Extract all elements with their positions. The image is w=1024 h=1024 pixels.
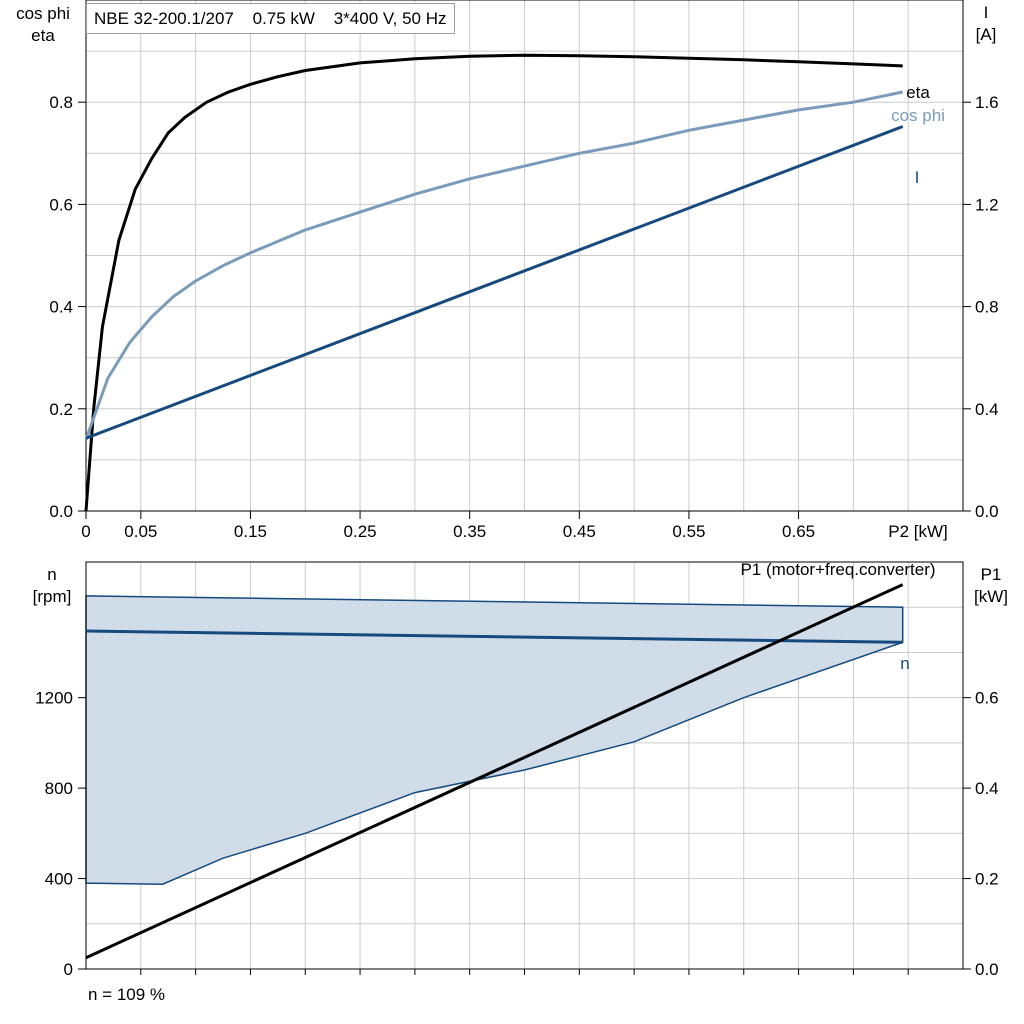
y2-tick-label: 1.2 — [975, 195, 999, 214]
upper-left-axis-label-1: cos phi — [16, 4, 70, 23]
y2-tick-label: 0.4 — [975, 779, 999, 798]
x-tick-label: 0.15 — [234, 522, 267, 541]
speed-percentage-note: n = 109 % — [88, 985, 166, 1004]
x-axis-label: P2 [kW] — [888, 522, 948, 541]
cos-phi-curve — [84, 90, 904, 441]
y-tick-label: 1200 — [35, 689, 73, 708]
speed-curve — [85, 629, 903, 644]
upper-left-axis-label-2: eta — [31, 26, 55, 45]
upper-grid — [86, 0, 963, 511]
y2-tick-label: 0.0 — [975, 960, 999, 979]
lower-right-axis-label-1: P1 — [981, 565, 1002, 584]
chart-title-box: NBE 32-200.1/207 0.75 kW 3*400 V, 50 Hz — [86, 3, 455, 34]
y-tick-label: 0 — [64, 960, 73, 979]
x-tick-label: 0 — [81, 522, 90, 541]
y-tick-label: 800 — [45, 779, 73, 798]
x-tick-label: 0.35 — [453, 522, 486, 541]
eta-series-label: eta — [906, 83, 930, 102]
y-tick-label: 0.0 — [49, 502, 73, 521]
upper-series — [84, 53, 904, 512]
p1-series-label: P1 (motor+freq.converter) — [740, 560, 935, 579]
upper-ticks: 0.0 0.2 0.4 0.6 0.8 0.0 0.4 0.8 1.2 1.6 0 0.05 0.15 0… — [49, 93, 998, 541]
current-curve — [85, 125, 904, 440]
lower-series — [85, 583, 904, 960]
y2-tick-label: 1.6 — [975, 93, 999, 112]
power-supply: 3*400 V, 50 Hz — [333, 9, 447, 28]
y-tick-label: 400 — [45, 870, 73, 889]
eta-curve — [84, 53, 903, 512]
upper-plot-frame — [85, 0, 964, 512]
y2-tick-label: 0.4 — [975, 400, 999, 419]
lower-ticks: 0 400 800 1200 0.0 0.2 0.4 0.6 — [35, 689, 998, 979]
x-tick-label: 0.25 — [344, 522, 377, 541]
upper-panel: 0.0 0.2 0.4 0.6 0.8 0.0 0.4 0.8 1.2 1.6 0 0.05 0.15 0… — [16, 0, 999, 541]
lower-right-axis-label-2: [kW] — [974, 587, 1008, 606]
upper-right-axis-label-2: [A] — [976, 25, 997, 44]
pump-model: NBE 32-200.1/207 — [94, 9, 234, 28]
y2-tick-label: 0.2 — [975, 870, 999, 889]
lower-left-axis-label-2: [rpm] — [33, 587, 72, 606]
upper-right-axis-label-1: I — [984, 3, 989, 22]
y-tick-label: 0.2 — [49, 400, 73, 419]
speed-series-label: n — [900, 654, 909, 673]
y2-tick-label: 0.8 — [975, 298, 999, 317]
x-tick-label: 0.05 — [124, 522, 157, 541]
y-tick-label: 0.8 — [49, 93, 73, 112]
current-series-label: I — [915, 168, 920, 187]
y2-tick-label: 0.0 — [975, 502, 999, 521]
y2-tick-label: 0.6 — [975, 689, 999, 708]
y-tick-label: 0.6 — [49, 195, 73, 214]
y-tick-label: 0.4 — [49, 298, 73, 317]
p1-curve — [85, 583, 904, 960]
lower-left-axis-label-1: n — [47, 565, 56, 584]
x-tick-label: 0.65 — [782, 522, 815, 541]
motor-power: 0.75 kW — [252, 9, 315, 28]
x-tick-label: 0.45 — [563, 522, 596, 541]
cos-phi-series-label: cos phi — [891, 106, 945, 125]
x-tick-label: 0.55 — [672, 522, 705, 541]
